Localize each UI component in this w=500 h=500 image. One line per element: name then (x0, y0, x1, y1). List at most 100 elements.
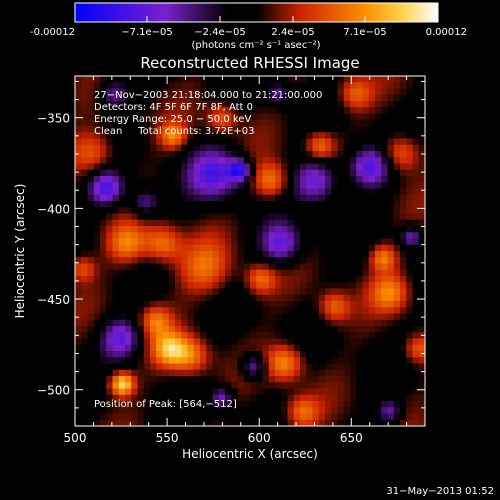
heatmap-cell (262, 382, 270, 390)
heatmap-cell (225, 407, 232, 415)
heatmap-cell (93, 351, 101, 358)
heatmap-cell (162, 232, 170, 240)
heatmap-cell (93, 244, 101, 252)
heatmap-cell (331, 76, 339, 83)
heatmap-cell (325, 382, 332, 390)
heatmap-cell (181, 382, 189, 390)
heatmap-cell (112, 344, 120, 352)
heatmap-cell (112, 388, 120, 396)
heatmap-cell (281, 276, 289, 283)
heatmap-cell (343, 88, 351, 96)
heatmap-cell (356, 219, 364, 227)
heatmap-cell (181, 307, 189, 315)
heatmap-cell (193, 226, 201, 233)
heatmap-cell (181, 263, 189, 271)
heatmap-cell (225, 401, 232, 408)
heatmap-cell (306, 319, 314, 327)
heatmap-cell (100, 394, 107, 402)
heatmap-cell (87, 226, 95, 233)
heatmap-cell (331, 263, 339, 271)
heatmap-cell (337, 263, 345, 271)
heatmap-cell (131, 251, 139, 258)
heatmap-cell (106, 282, 114, 290)
heatmap-cell (275, 144, 282, 152)
heatmap-cell (356, 157, 364, 165)
heatmap-cell (118, 288, 126, 296)
heatmap-cell (93, 276, 101, 283)
heatmap-cell (175, 157, 182, 165)
heatmap-cell (268, 126, 276, 133)
heatmap-cell (387, 151, 395, 158)
heatmap-cell (418, 276, 425, 283)
heatmap-cell (381, 294, 389, 302)
axes: 500 550 600 650−350−400−450−500 (37, 76, 425, 445)
heatmap-cell (81, 294, 89, 302)
heatmap-cell (250, 332, 257, 340)
heatmap-cell (237, 194, 245, 202)
heatmap-cell (125, 207, 132, 215)
heatmap-cell (356, 369, 364, 377)
heatmap-cell (387, 276, 395, 283)
heatmap-cell (350, 288, 357, 296)
heatmap-cell (387, 232, 395, 240)
heatmap-cell (218, 219, 226, 227)
heatmap-cell (200, 419, 207, 426)
heatmap-cell (81, 357, 89, 365)
heatmap-cell (75, 138, 82, 146)
heatmap-cell (312, 207, 320, 215)
heatmap-cell (306, 238, 314, 246)
heatmap-cell (318, 269, 326, 277)
heatmap-cell (306, 307, 314, 315)
heatmap-cell (356, 226, 364, 233)
heatmap-cell (187, 269, 195, 277)
heatmap-cell (162, 163, 170, 171)
heatmap-cell (387, 107, 395, 115)
heatmap-cell (300, 238, 307, 246)
heatmap-cell (193, 176, 201, 183)
heatmap-cell (275, 413, 282, 421)
heatmap-cell (350, 157, 357, 165)
heatmap-cell (200, 88, 207, 96)
heatmap-cell (281, 363, 289, 371)
heatmap-cell (150, 138, 157, 146)
heatmap-cell (262, 163, 270, 171)
heatmap-cell (137, 294, 145, 302)
heatmap-cell (150, 313, 157, 321)
heatmap-cell (118, 307, 126, 315)
heatmap-cell (212, 419, 220, 426)
heatmap-cell (206, 144, 214, 152)
heatmap-cell (393, 88, 401, 96)
heatmap-cell (181, 138, 189, 146)
heatmap-cell (218, 263, 226, 271)
heatmap-cell (381, 82, 389, 90)
heatmap-cell (362, 313, 370, 321)
heatmap-cell (293, 219, 301, 227)
heatmap-cell (175, 301, 182, 308)
heatmap-cell (200, 407, 207, 415)
heatmap-cell (256, 182, 264, 190)
heatmap-cell (318, 369, 326, 377)
heatmap-cell (356, 344, 364, 352)
heatmap-cell (243, 319, 251, 327)
heatmap-cell (175, 351, 182, 358)
heatmap-cell (300, 132, 307, 140)
heatmap-cell (156, 232, 164, 240)
heatmap-cell (125, 326, 132, 333)
heatmap-cell (325, 213, 332, 221)
heatmap-cell (381, 163, 389, 171)
heatmap-cell (131, 263, 139, 271)
heatmap-cell (400, 207, 407, 215)
heatmap-cell (306, 394, 314, 402)
heatmap-cell (362, 276, 370, 283)
heatmap-cell (262, 176, 270, 183)
heatmap-cell (406, 276, 414, 283)
heatmap-cell (400, 419, 407, 426)
heatmap-cell (368, 182, 376, 190)
heatmap-cell (287, 201, 295, 208)
heatmap-cell (250, 419, 257, 426)
heatmap-cell (287, 113, 295, 121)
heatmap-cell (368, 176, 376, 183)
heatmap-cell (293, 82, 301, 90)
heatmap-cell (187, 394, 195, 402)
heatmap-cell (100, 313, 107, 321)
